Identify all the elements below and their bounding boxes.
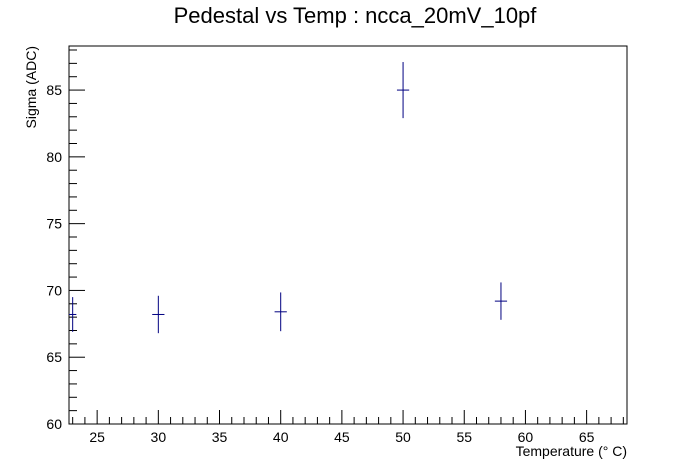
x-tick-label: 50 xyxy=(395,429,411,445)
x-tick-label: 30 xyxy=(151,429,167,445)
plot-frame xyxy=(68,45,628,425)
x-tick-label: 40 xyxy=(273,429,289,445)
x-tick-label: 65 xyxy=(579,429,595,445)
y-tick-label: 70 xyxy=(46,282,62,298)
y-tick-label: 85 xyxy=(46,82,62,98)
y-axis-label: Sigma (ADC) xyxy=(23,46,39,128)
chart-title: Pedestal vs Temp : ncca_20mV_10pf xyxy=(174,3,538,28)
x-axis-label: Temperature (° C) xyxy=(516,443,627,459)
x-tick-label: 60 xyxy=(518,429,534,445)
y-tick-label: 60 xyxy=(46,416,62,432)
x-tick-label: 25 xyxy=(89,429,105,445)
y-tick-label: 65 xyxy=(46,349,62,365)
x-tick-label: 55 xyxy=(456,429,472,445)
x-tick-label: 35 xyxy=(212,429,228,445)
y-tick-label: 80 xyxy=(46,149,62,165)
axis-ticks: 25 30 35 40 45 50 55 60 65 60 65 70 75 80 85 xyxy=(46,49,624,445)
y-tick-label: 75 xyxy=(46,216,62,232)
x-tick-label: 45 xyxy=(334,429,350,445)
data-points xyxy=(69,62,508,334)
